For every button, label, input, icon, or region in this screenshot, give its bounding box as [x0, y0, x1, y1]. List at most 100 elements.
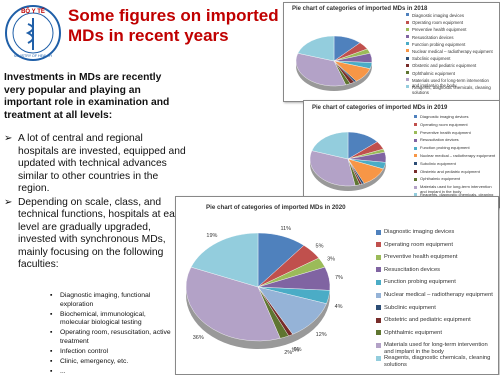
legend-swatch	[376, 279, 381, 285]
data-label: 7%	[335, 275, 343, 281]
legend-item: Nuclear medical – radiotherapy equipment	[406, 49, 496, 54]
chart-panel: Pie chart of categories of imported MDs …	[303, 100, 500, 208]
pie-chart	[309, 131, 387, 191]
logo: BỘ Y TẾ MINISTRY OF HEALTH	[5, 5, 61, 61]
data-label: 2%	[284, 350, 292, 356]
legend-item: Obstetric and pediatric equipment	[406, 63, 496, 68]
legend-item: Materials used for long-term interventio…	[376, 342, 496, 356]
legend-swatch	[414, 177, 417, 181]
legend-item: Preventive health equipment	[376, 254, 496, 261]
legend-swatch	[376, 355, 381, 361]
legend-swatch	[406, 85, 409, 89]
legend-swatch	[406, 27, 409, 31]
sub-bullet-list: Diagnostic imaging, functional explorati…	[50, 292, 175, 375]
legend-swatch	[414, 130, 417, 134]
legend-swatch	[406, 71, 409, 75]
legend-label: Preventive health equipment	[412, 27, 467, 33]
sub-bullet: ...	[50, 368, 175, 375]
pie-slice	[311, 131, 349, 160]
chart-title: Pie chart of categories of imported MDs …	[206, 204, 346, 211]
legend-swatch	[414, 162, 417, 166]
legend-swatch	[414, 146, 417, 150]
data-label: 0%	[294, 347, 302, 353]
legend-item: Materials used for long-term interventio…	[414, 184, 496, 195]
legend-swatch	[406, 56, 409, 60]
legend-label: Function probing equipment	[384, 279, 456, 286]
legend-swatch	[376, 267, 381, 273]
data-label: 19%	[206, 233, 217, 239]
legend-item: Ophthalmic equipment	[406, 71, 496, 76]
legend-item: Subclinic equipment	[376, 305, 496, 312]
sub-bullet: Diagnostic imaging, functional explorati…	[50, 292, 175, 309]
bullet-list: A lot of central and regional hospitals …	[4, 133, 186, 273]
legend-swatch	[406, 63, 409, 67]
legend-swatch	[376, 242, 381, 248]
chart-title: Pie chart of categories of imported MDs …	[312, 105, 448, 111]
pie-chart	[295, 35, 373, 91]
legend-swatch	[376, 254, 381, 260]
legend-item: Ophthalmic equipment	[414, 177, 496, 182]
legend-swatch	[406, 42, 409, 46]
pie-slice	[297, 35, 335, 62]
data-label: 11%	[280, 226, 291, 232]
legend-label: Function probing equipment	[412, 41, 466, 47]
legend-swatch	[376, 292, 381, 298]
legend-swatch	[376, 229, 381, 235]
chart-title: Pie chart of categories of imported MDs …	[292, 6, 428, 12]
legend-label: Diagnostic imaging devices	[384, 229, 455, 235]
data-label: 4%	[335, 304, 343, 310]
legend-item: Operating room equipment	[376, 242, 496, 249]
legend-swatch	[406, 20, 409, 24]
legend-label: Obstetric and pediatric equipment	[412, 63, 477, 69]
legend-item: Materials used for long-term interventio…	[406, 78, 496, 88]
legend-label: Nuclear medical – radiotherapy equipment	[384, 292, 493, 298]
legend-swatch	[414, 115, 417, 119]
legend-swatch	[406, 35, 409, 39]
legend-item: Obstetric and pediatric equipment	[414, 168, 496, 175]
legend-item: Resuscitation devices	[376, 267, 496, 274]
legend-label: Reagents, diagnostic chemicals, cleaning…	[384, 355, 491, 368]
legend-label: Resuscitation devices	[412, 34, 454, 40]
chart-panel: Pie chart of categories of imported MDs …	[175, 196, 499, 375]
legend-item: Operating room equipment	[414, 122, 496, 128]
legend-swatch	[406, 78, 409, 82]
legend-item: Reagents, diagnostic chemicals, cleaning…	[376, 355, 496, 369]
logo-subtext: MINISTRY OF HEALTH	[14, 54, 52, 58]
legend-label: Resuscitation devices	[420, 137, 459, 143]
data-label: 3%	[327, 256, 335, 262]
legend-label: Ophthalmic equipment	[384, 329, 443, 336]
legend-swatch	[376, 330, 381, 336]
legend-item: Nuclear medical – radiotherapy equipment	[376, 292, 496, 299]
legend-label: Nuclear medical – radiotherapy equipment	[412, 49, 493, 54]
legend-label: Preventive health equipment	[384, 254, 458, 261]
legend-label: Obstetric and pediatric equipment	[420, 168, 480, 174]
legend-label: Operating room equipment	[412, 20, 464, 26]
legend-label: Preventive health equipment	[420, 129, 471, 135]
legend-item: Diagnostic imaging devices	[406, 13, 496, 18]
legend-label: Nuclear medical – radiotherapy equipment	[420, 153, 496, 158]
legend-label: Function probing equipment	[420, 145, 470, 151]
bullet: A lot of central and regional hospitals …	[4, 133, 186, 196]
sub-bullet: Clinic, emergency, etc.	[50, 358, 175, 367]
pie-slice	[185, 266, 281, 342]
legend-label: Subclinic equipment	[412, 56, 451, 62]
data-label: 36%	[193, 335, 204, 341]
legend-swatch	[414, 154, 417, 158]
legend-item: Subclinic equipment	[406, 56, 496, 61]
sub-bullet: Infection control	[50, 348, 175, 357]
data-label: 5%	[316, 243, 324, 249]
legend-label: Operating room equipment	[384, 241, 453, 248]
sub-bullet: Operating room, resuscitation, active tr…	[50, 329, 175, 346]
pie-slice	[295, 53, 347, 87]
legend-label: Diagnostic imaging devices	[412, 13, 465, 18]
pie-slice	[309, 150, 356, 187]
legend-label: Materials used for long-term interventio…	[420, 184, 492, 194]
data-label: 12%	[316, 332, 327, 338]
pie-chart: 11% 5% 3% 7% 4% 12% 0%1%2% 36% 19%	[185, 226, 343, 356]
legend-label: Materials used for long-term interventio…	[384, 342, 488, 356]
legend-item: Function probing equipment	[414, 145, 496, 151]
legend-swatch	[376, 342, 381, 348]
legend-swatch	[414, 138, 417, 142]
legend-label: Ophthalmic equipment	[420, 176, 461, 182]
legend-item: Preventive health equipment	[414, 129, 496, 136]
